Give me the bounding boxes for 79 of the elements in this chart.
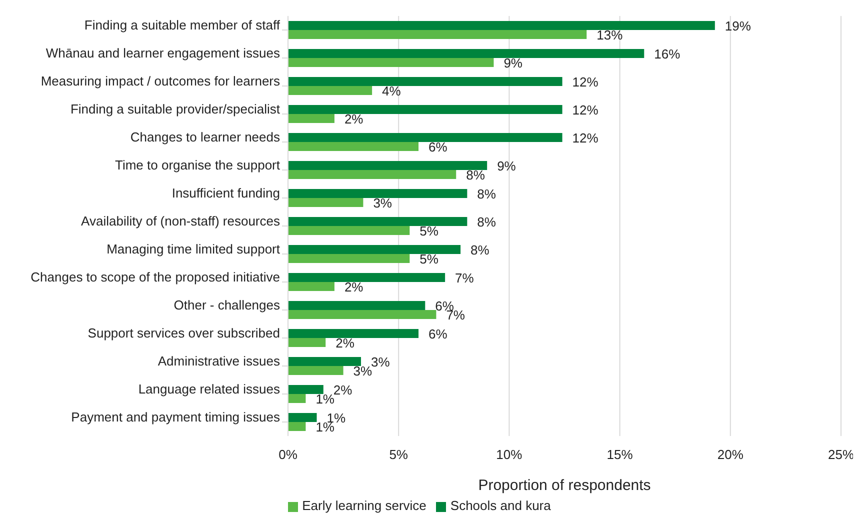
- data-label: 8%: [477, 214, 496, 230]
- data-label: 8%: [470, 242, 490, 258]
- legend-label: Schools and kura: [450, 498, 551, 513]
- bar: [288, 385, 324, 394]
- bar: [288, 338, 326, 348]
- bar: [288, 357, 361, 366]
- data-label: 6%: [428, 326, 448, 342]
- data-label: 6%: [428, 140, 448, 155]
- data-label: 7%: [455, 270, 474, 286]
- bar: [288, 198, 364, 208]
- x-tick-label: 10%: [496, 447, 523, 462]
- data-label: 12%: [572, 74, 599, 90]
- data-label: 3%: [353, 364, 373, 379]
- bar: [288, 189, 468, 198]
- bar: [288, 142, 419, 152]
- bar: [288, 114, 334, 124]
- y-tick-label: Changes to scope of the proposed initiative: [30, 270, 280, 285]
- data-label: 4%: [382, 84, 402, 99]
- bar: [288, 49, 644, 58]
- y-tick-label: Support services over subscribed: [88, 326, 280, 341]
- y-tick-label: Whānau and learner engagement issues: [46, 46, 280, 61]
- bar: [288, 30, 587, 40]
- data-label: 3%: [373, 196, 392, 211]
- y-tick-label: Other - challenges: [174, 298, 280, 313]
- data-label: 2%: [344, 112, 364, 127]
- bar: [288, 273, 446, 282]
- x-tick-label: 15%: [606, 447, 634, 462]
- bar: [288, 226, 410, 236]
- data-label: 12%: [572, 130, 599, 146]
- bar: [288, 254, 410, 264]
- x-axis-title: Proportion of respondents: [478, 477, 651, 494]
- x-tick-label: 0%: [278, 447, 298, 462]
- data-label: 2%: [336, 336, 355, 351]
- y-tick-label: Finding a suitable provider/specialist: [70, 102, 280, 117]
- y-tick-label: Finding a suitable member of staff: [84, 18, 280, 33]
- bar: [288, 133, 562, 142]
- bar: [288, 422, 306, 432]
- bar: [288, 245, 461, 254]
- bar: [288, 86, 372, 96]
- bar: [288, 21, 715, 30]
- bar: [288, 413, 317, 422]
- data-label: 5%: [420, 252, 439, 267]
- bar: [288, 394, 306, 404]
- y-tick-label: Payment and payment timing issues: [71, 410, 280, 425]
- bar: [288, 282, 334, 292]
- bar: [288, 77, 562, 86]
- bar: [288, 217, 468, 226]
- x-tick-label: 20%: [717, 447, 744, 462]
- bar: [288, 161, 488, 170]
- data-label: 5%: [420, 224, 439, 239]
- bar: [288, 301, 426, 310]
- data-label: 13%: [596, 28, 624, 43]
- data-label: 9%: [504, 56, 523, 71]
- data-label: 2%: [344, 280, 364, 295]
- bar: [288, 366, 344, 376]
- bar: [288, 329, 419, 338]
- y-tick-label: Insufficient funding: [172, 186, 280, 201]
- data-label: 8%: [466, 168, 486, 183]
- data-label: 16%: [654, 46, 681, 62]
- data-label: 1%: [316, 392, 335, 407]
- y-tick-label: Changes to learner needs: [130, 130, 280, 145]
- y-tick-label: Availability of (non-staff) resources: [81, 214, 280, 229]
- legend-label: Early learning service: [302, 498, 426, 513]
- y-tick-label: Administrative issues: [158, 354, 280, 369]
- y-tick-label: Language related issues: [138, 382, 280, 397]
- data-label: 12%: [572, 102, 599, 118]
- data-label: 2%: [333, 382, 353, 398]
- bar: [288, 170, 456, 180]
- bar: [288, 58, 494, 68]
- bar: [288, 310, 436, 320]
- data-label: 9%: [497, 158, 516, 174]
- data-label: 19%: [724, 18, 752, 34]
- bar: [288, 105, 562, 114]
- data-label: 3%: [370, 354, 390, 370]
- x-tick-label: 5%: [389, 447, 408, 462]
- y-tick-label: Measuring impact / outcomes for learners: [40, 74, 280, 89]
- y-tick-label: Managing time limited support: [106, 242, 280, 257]
- y-tick-label: Time to organise the support: [115, 158, 280, 173]
- data-label: 8%: [477, 186, 496, 202]
